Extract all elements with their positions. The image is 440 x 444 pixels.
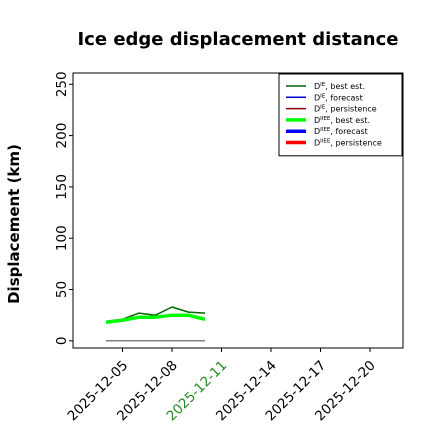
y-tick-label-50: 50 bbox=[54, 281, 70, 298]
legend-label-3: DIIEE, best est. bbox=[314, 116, 370, 125]
y-tick-label-250: 250 bbox=[54, 71, 70, 97]
chart-title: Ice edge displacement distance bbox=[77, 29, 398, 50]
legend-label-5: DIIEE, persistence bbox=[314, 139, 382, 148]
plot-area: 0501001502002502025-12-052025-12-082025-… bbox=[54, 71, 404, 424]
legend-label-2: DIE, persistence bbox=[314, 105, 377, 114]
legend-label-4: DIIEE, forecast bbox=[314, 127, 368, 136]
y-tick-label-0: 0 bbox=[54, 337, 70, 346]
series-line-1 bbox=[105, 313, 206, 325]
legend-box bbox=[278, 73, 403, 157]
y-tick-label-200: 200 bbox=[54, 123, 70, 149]
legend-label-0: DIE, best est. bbox=[314, 82, 365, 91]
plot-frame bbox=[72, 72, 404, 349]
y-axis-label: Displacement (km) bbox=[5, 144, 23, 304]
y-tick-label-100: 100 bbox=[54, 225, 70, 251]
y-tick-label-150: 150 bbox=[54, 174, 70, 200]
legend-label-1: DIE, forecast bbox=[314, 93, 363, 102]
